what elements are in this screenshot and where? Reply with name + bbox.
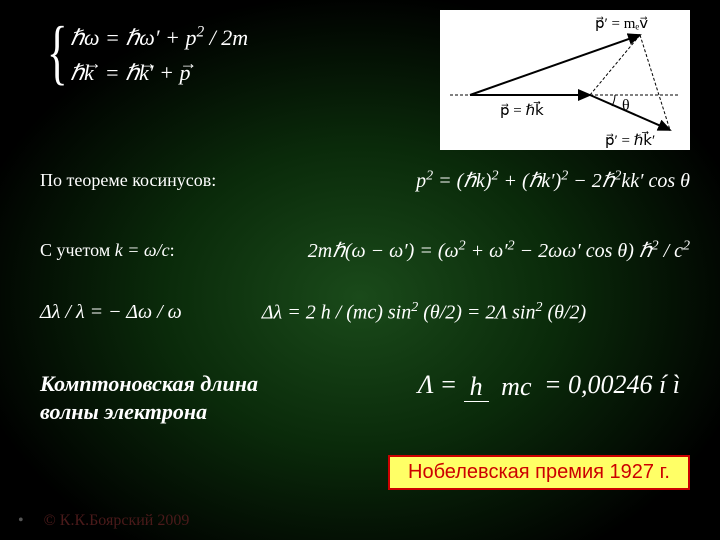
diagram-label-pk: p⃗ = ℏk⃗	[500, 100, 544, 119]
momentum-diagram: θ p⃗′ = mₑv⃗ p⃗ = ℏk⃗ p⃗′ = ℏk⃗′	[440, 10, 690, 150]
footer-text: © К.К.Боярский 2009	[44, 512, 190, 529]
omega-label-suffix: :	[170, 240, 175, 260]
diagram-label-pkp: p⃗′ = ℏk⃗′	[605, 130, 655, 149]
row-delta-lambda: Δλ / λ = − Δω / ω Δλ = 2 h / (mc) sin2 (…	[40, 300, 690, 325]
row-cosine-theorem: По теореме косинусов: p2 = (ℏk)2 + (ℏk′)…	[40, 168, 690, 193]
lambda-fraction: h mc	[464, 373, 538, 402]
cosine-formula: p2 = (ℏk)2 + (ℏk′)2 − 2ℏ2kk′ cos θ	[416, 168, 690, 193]
fraction-numerator: h	[464, 372, 489, 402]
delta-lambda-left: Δλ / λ = − Δω / ω	[40, 301, 182, 324]
left-brace-icon: {	[47, 16, 68, 88]
omega-label-prefix: С учетом	[40, 240, 115, 260]
compton-line-1: Комптоновская длина	[40, 370, 258, 398]
compton-line-2: волны электрона	[40, 398, 258, 426]
diagram-label-pv: p⃗′ = mₑv⃗	[595, 16, 648, 32]
angle-theta-label: θ	[622, 97, 630, 114]
compton-wavelength-label: Комптоновская длина волны электрона	[40, 370, 258, 425]
row-omega: С учетом k = ω/c: 2mℏ(ω − ω′) = (ω2 + ω′…	[40, 238, 690, 263]
lambda-prefix: Λ =	[418, 370, 464, 399]
omega-label: С учетом k = ω/c:	[40, 240, 175, 261]
system-row-2: ℏk = ℏk′ + p	[70, 55, 400, 90]
fraction-denominator: mc	[495, 372, 537, 401]
system-equations: { ℏω = ℏω′ + p2 / 2m ℏk = ℏk′ + p	[40, 20, 400, 90]
omega-label-ital: k = ω/c	[115, 240, 170, 260]
omega-formula: 2mℏ(ω − ω′) = (ω2 + ω′2 − 2ωω′ cos θ) ℏ2…	[308, 238, 690, 263]
delta-lambda-right: Δλ = 2 h / (mc) sin2 (θ/2) = 2Λ sin2 (θ/…	[262, 300, 586, 325]
footer-copyright: • © К.К.Боярский 2009	[18, 512, 189, 530]
bullet-icon: •	[18, 512, 24, 529]
system-row-1: ℏω = ℏω′ + p2 / 2m	[70, 20, 400, 55]
nobel-badge: Нобелевская премия 1927 г.	[388, 455, 690, 490]
lambda-equation: Λ = h mc = 0,00246 í ì	[418, 370, 680, 401]
lambda-value: = 0,00246 í ì	[544, 370, 680, 399]
slide-root: { ℏω = ℏω′ + p2 / 2m ℏk = ℏk′ + p	[0, 0, 720, 540]
cosine-label: По теореме косинусов:	[40, 170, 216, 191]
